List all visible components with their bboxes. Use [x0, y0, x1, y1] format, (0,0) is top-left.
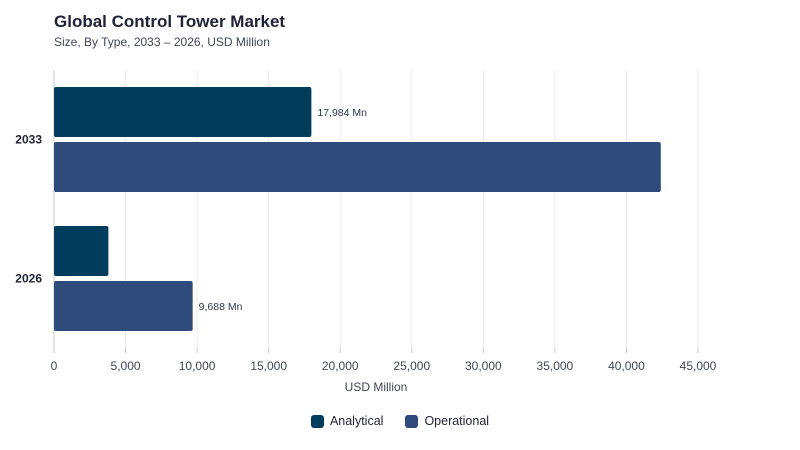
bar-analytical-2026	[54, 226, 109, 276]
legend: Analytical Operational	[0, 414, 800, 428]
bar-operational-2033	[54, 142, 661, 192]
y-category-label-2033: 2033	[15, 133, 42, 147]
legend-item-analytical[interactable]: Analytical	[310, 414, 384, 428]
legend-label-operational: Operational	[424, 414, 490, 428]
x-tick-label-10000: 10,000	[179, 359, 216, 373]
chart-subtitle: Size, By Type, 2033 – 2026, USD Million	[54, 35, 270, 49]
x-tick-label-30000: 30,000	[465, 359, 502, 373]
x-tick-label-40000: 40,000	[608, 359, 645, 373]
bar-operational-2026	[54, 281, 193, 331]
data-label-operational-2026: 9,688 Mn	[199, 301, 243, 313]
legend-swatch-operational	[405, 414, 419, 428]
chart-title: Global Control Tower Market	[54, 12, 286, 31]
x-tick-label-45000: 45,000	[680, 359, 717, 373]
x-tick-label-25000: 25,000	[393, 359, 430, 373]
x-tick-label-15000: 15,000	[250, 359, 287, 373]
legend-swatch-analytical	[310, 414, 324, 428]
y-category-label-2026: 2026	[15, 272, 42, 286]
x-tick-label-0: 0	[51, 359, 58, 373]
x-axis-title: USD Million	[345, 380, 408, 394]
bar-analytical-2033	[54, 87, 312, 137]
x-tick-label-35000: 35,000	[537, 359, 574, 373]
x-tick-label-20000: 20,000	[322, 359, 359, 373]
legend-item-operational[interactable]: Operational	[405, 414, 489, 428]
x-tick-label-5000: 5,000	[111, 359, 141, 373]
legend-label-analytical: Analytical	[329, 414, 384, 428]
data-label-analytical-2033: 17,984 Mn	[317, 107, 367, 119]
